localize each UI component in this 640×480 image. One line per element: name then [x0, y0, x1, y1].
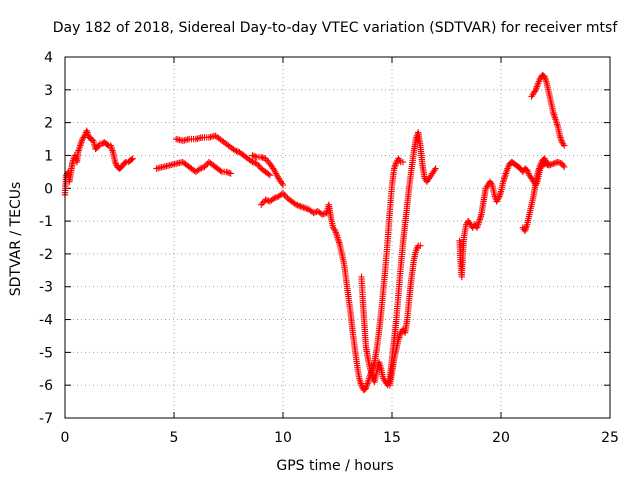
data-point [561, 163, 568, 171]
plot-frame [64, 56, 611, 419]
data-point [399, 158, 407, 166]
y-tick-label: -3 [39, 280, 53, 296]
data-point [281, 191, 288, 199]
chart-title: Day 182 of 2018, Sidereal Day-to-day VTE… [53, 20, 619, 36]
grid [65, 57, 610, 418]
y-tick-label: -5 [39, 345, 53, 361]
data-point [129, 155, 136, 162]
data-point [253, 160, 261, 167]
data-point [227, 170, 234, 177]
y-tick-label: -4 [39, 313, 53, 329]
y-tick-label: 2 [44, 116, 53, 132]
data-points [61, 71, 568, 394]
y-tick-label: 3 [44, 83, 53, 99]
x-axis-label: GPS time / hours [276, 458, 393, 474]
x-tick-label: 5 [170, 430, 179, 446]
y-tick-label: -2 [39, 247, 53, 263]
y-axis-label: SDTVAR / TECUs [8, 182, 24, 297]
data-point [258, 201, 265, 208]
x-tick-label: 10 [274, 430, 292, 446]
y-tick-label: 0 [44, 181, 53, 197]
y-tick-label: -6 [39, 378, 53, 394]
data-point [413, 245, 420, 253]
data-point [417, 242, 424, 249]
data-point [201, 163, 208, 171]
x-tick-label: 15 [383, 430, 401, 446]
data-point [561, 142, 568, 149]
x-tick-label: 0 [61, 430, 70, 446]
x-tick-label: 25 [601, 430, 619, 446]
data-point [262, 155, 269, 162]
data-point [104, 141, 111, 148]
y-tick-label: 1 [44, 148, 53, 164]
data-point [279, 181, 287, 189]
data-point [432, 165, 439, 172]
data-point [121, 159, 129, 167]
x-tick-label: 20 [492, 430, 510, 446]
data-point [266, 171, 274, 179]
y-tick-label: 4 [44, 50, 53, 66]
data-point [265, 170, 272, 178]
data-point [128, 156, 135, 163]
data-point [217, 167, 224, 174]
y-tick-label: -1 [39, 214, 53, 230]
y-tick-label: -7 [39, 411, 53, 427]
data-point [545, 162, 553, 169]
